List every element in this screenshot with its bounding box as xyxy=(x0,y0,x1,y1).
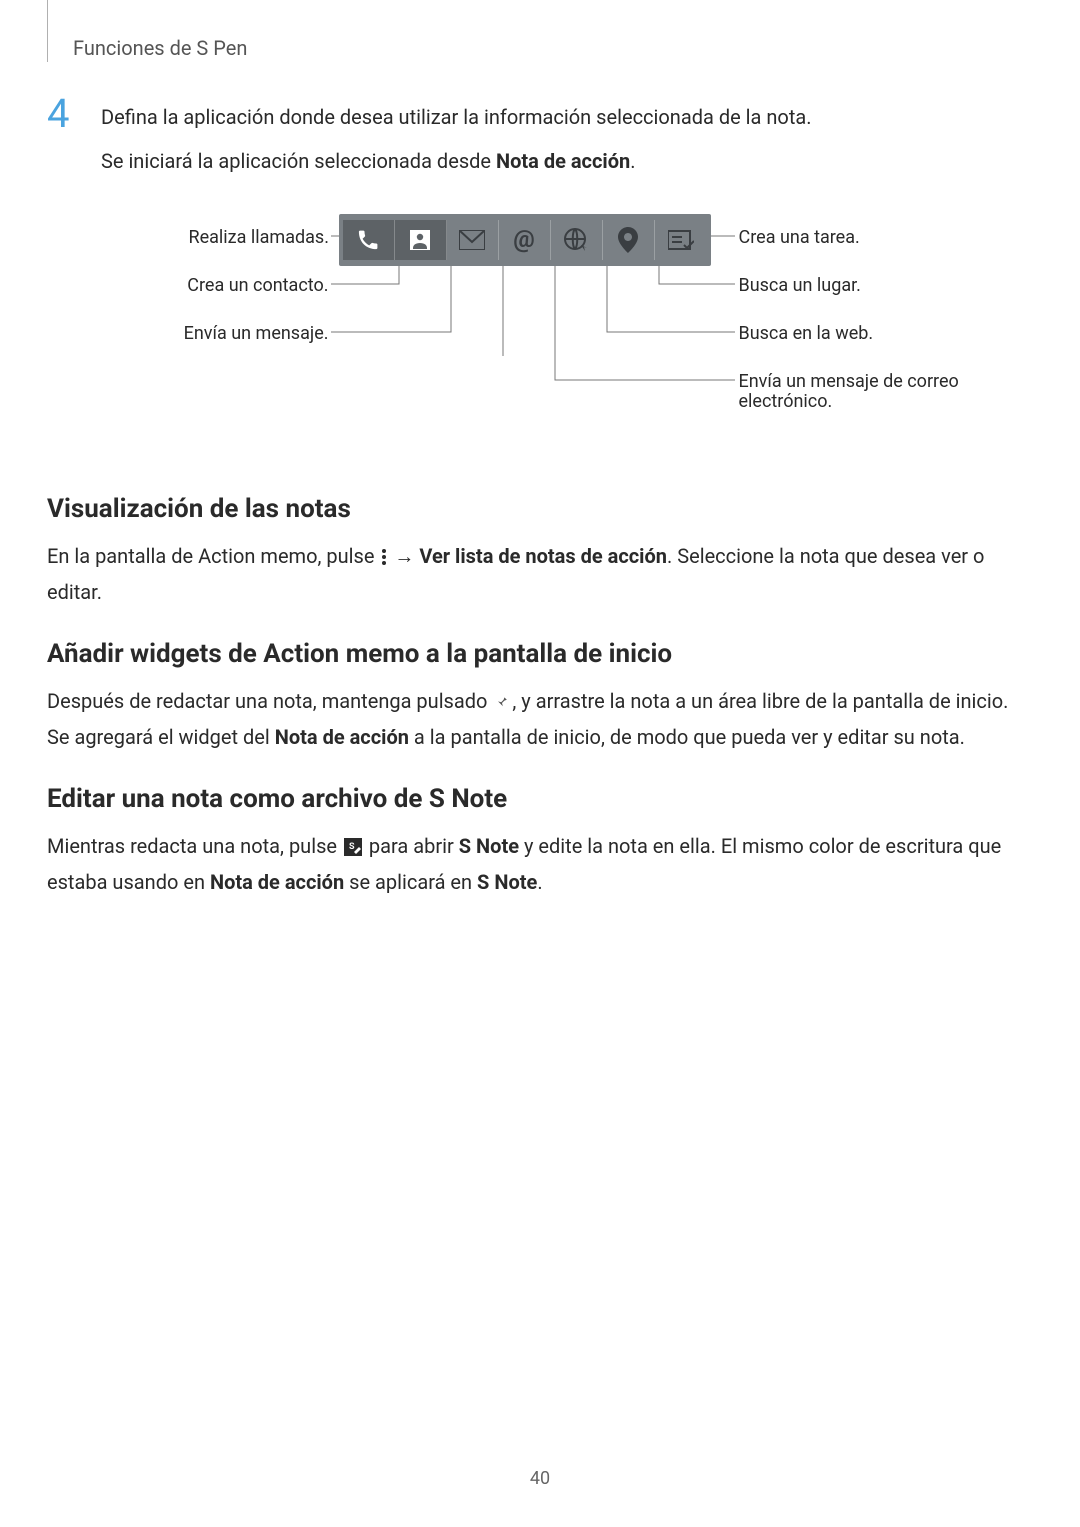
step-4: 4 Defina la aplicación donde desea utili… xyxy=(47,100,1010,178)
section3-body: Mientras redacta una nota, pulse S para … xyxy=(47,830,1010,899)
page-number: 40 xyxy=(0,1468,1080,1489)
header-title: Funciones de S Pen xyxy=(73,36,247,60)
section3-title: Editar una nota como archivo de S Note xyxy=(47,784,1010,814)
section1-title: Visualización de las notas xyxy=(47,494,1010,524)
action-icon-bar: @ xyxy=(339,214,711,266)
svg-text:S: S xyxy=(349,842,355,852)
svg-text:@: @ xyxy=(513,227,535,253)
pin-inline-icon xyxy=(494,688,510,721)
contact-icon xyxy=(395,220,447,260)
section1-body: En la pantalla de Action memo, pulse → V… xyxy=(47,540,1010,609)
pin-icon xyxy=(603,220,655,260)
globe-icon xyxy=(551,220,603,260)
phone-icon xyxy=(343,220,395,260)
icon-diagram: Realiza llamadas. Crea un contacto. Enví… xyxy=(99,214,959,434)
step-line1: Defina la aplicación donde desea utiliza… xyxy=(101,100,1010,134)
section2-body: Después de redactar una nota, mantenga p… xyxy=(47,685,1010,754)
more-icon xyxy=(381,543,387,576)
task-icon xyxy=(655,220,707,260)
envelope-icon xyxy=(447,220,499,260)
at-icon: @ xyxy=(499,220,551,260)
step-number: 4 xyxy=(47,94,77,134)
section2-title: Añadir widgets de Action memo a la panta… xyxy=(47,639,1010,669)
snote-icon: S xyxy=(344,833,362,866)
step-line2: Se iniciará la aplicación seleccionada d… xyxy=(101,144,1010,178)
